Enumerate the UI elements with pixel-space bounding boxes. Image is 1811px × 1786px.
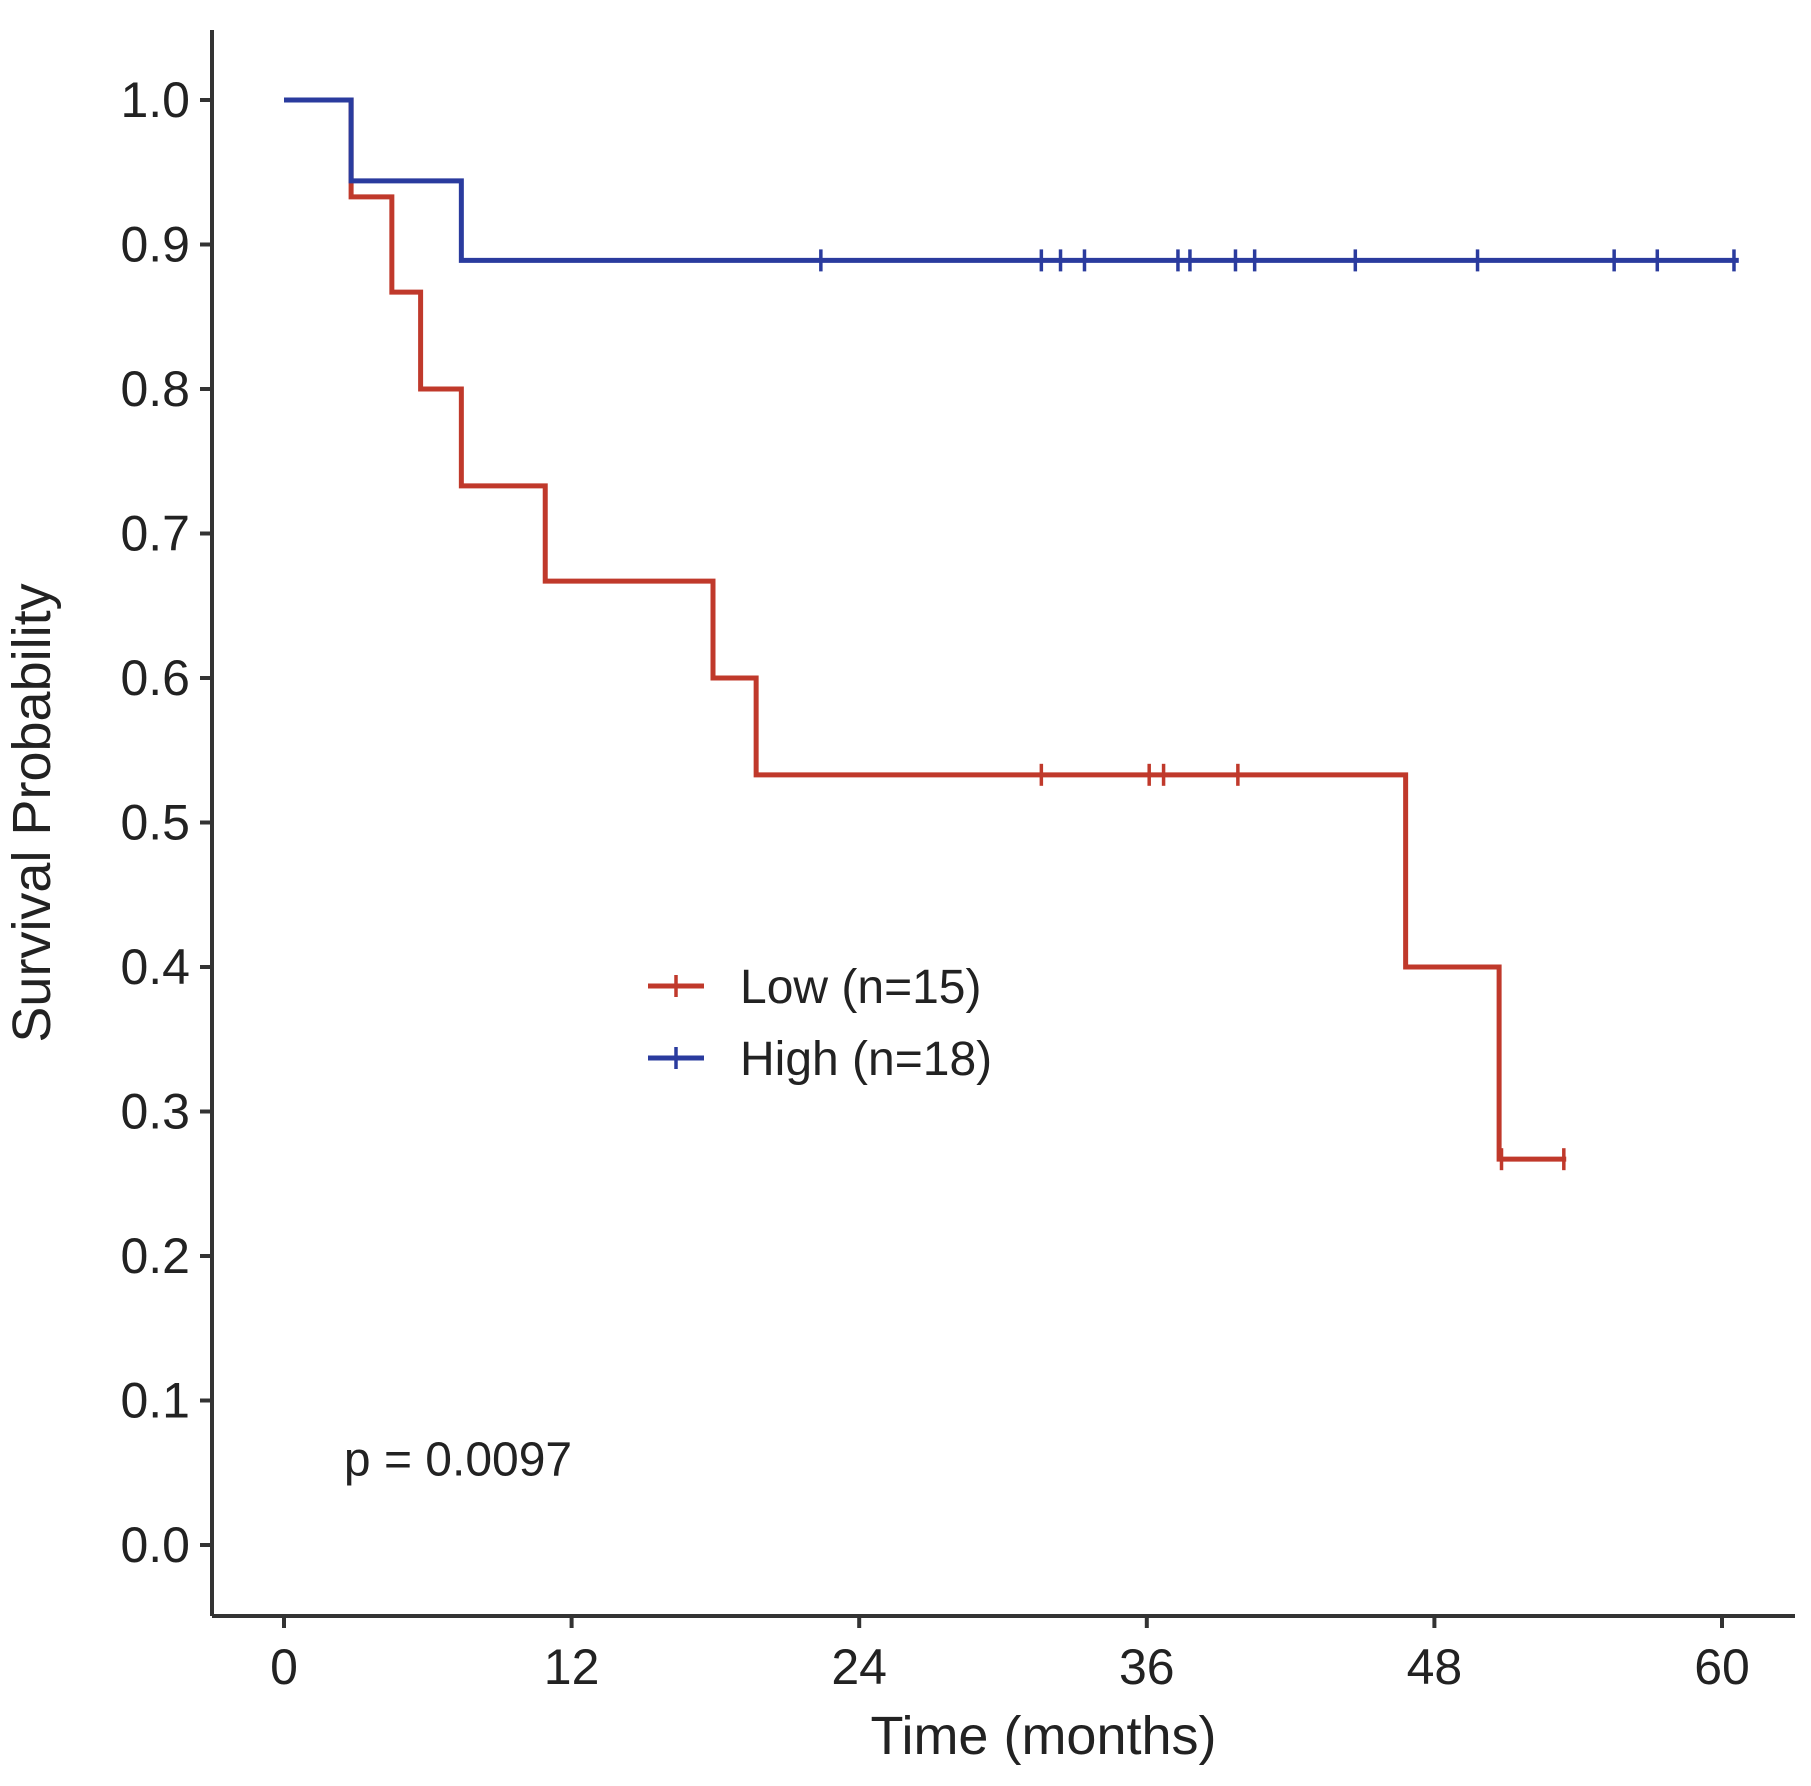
p-value-annotation: p = 0.0097: [344, 1434, 572, 1487]
y-tick-label: 0.3: [120, 1084, 190, 1140]
x-tick-label: 36: [1119, 1639, 1175, 1695]
x-tick-label: 24: [831, 1639, 887, 1695]
series-group: [284, 97, 1739, 272]
y-tick-label: 0.2: [120, 1228, 190, 1284]
x-tick-label: 0: [270, 1639, 298, 1695]
y-tick-label: 0.0: [120, 1517, 190, 1573]
x-axis-title: Time (months): [870, 1706, 1216, 1766]
y-axis-ticks: 0.0 0.1 0.2 0.3 0.4 0.5 0.6 0.7 0.8 0.9 1.0: [120, 72, 212, 1573]
axes: 0.0 0.1 0.2 0.3 0.4 0.5 0.6 0.7 0.8 0.9 1.0 0 12 24 3…: [120, 30, 1795, 1695]
y-tick-label: 0.5: [120, 795, 190, 851]
x-axis-ticks: 0 12 24 36 48 60: [270, 1616, 1750, 1695]
y-tick-label: 0.1: [120, 1373, 190, 1429]
survival-curve-low: [284, 97, 1567, 1162]
y-tick-label: 0.9: [120, 217, 190, 273]
x-tick-label: 60: [1694, 1639, 1750, 1695]
x-tick-label: 12: [544, 1639, 600, 1695]
y-tick-label: 0.4: [120, 939, 190, 995]
survival-curve-high: [284, 97, 1739, 263]
legend: Low (n=15) High (n=18): [648, 961, 992, 1086]
y-tick-label: 1.0: [120, 72, 190, 128]
y-tick-label: 0.6: [120, 650, 190, 706]
y-tick-label: 0.8: [120, 361, 190, 417]
legend-label: High (n=18): [740, 1033, 992, 1086]
series-group: [284, 97, 1567, 1171]
y-axis-title: Survival Probability: [2, 583, 62, 1042]
y-tick-label: 0.7: [120, 506, 190, 562]
series-lines: [284, 97, 1739, 1171]
x-tick-label: 48: [1407, 1639, 1463, 1695]
legend-label: Low (n=15): [740, 961, 981, 1014]
